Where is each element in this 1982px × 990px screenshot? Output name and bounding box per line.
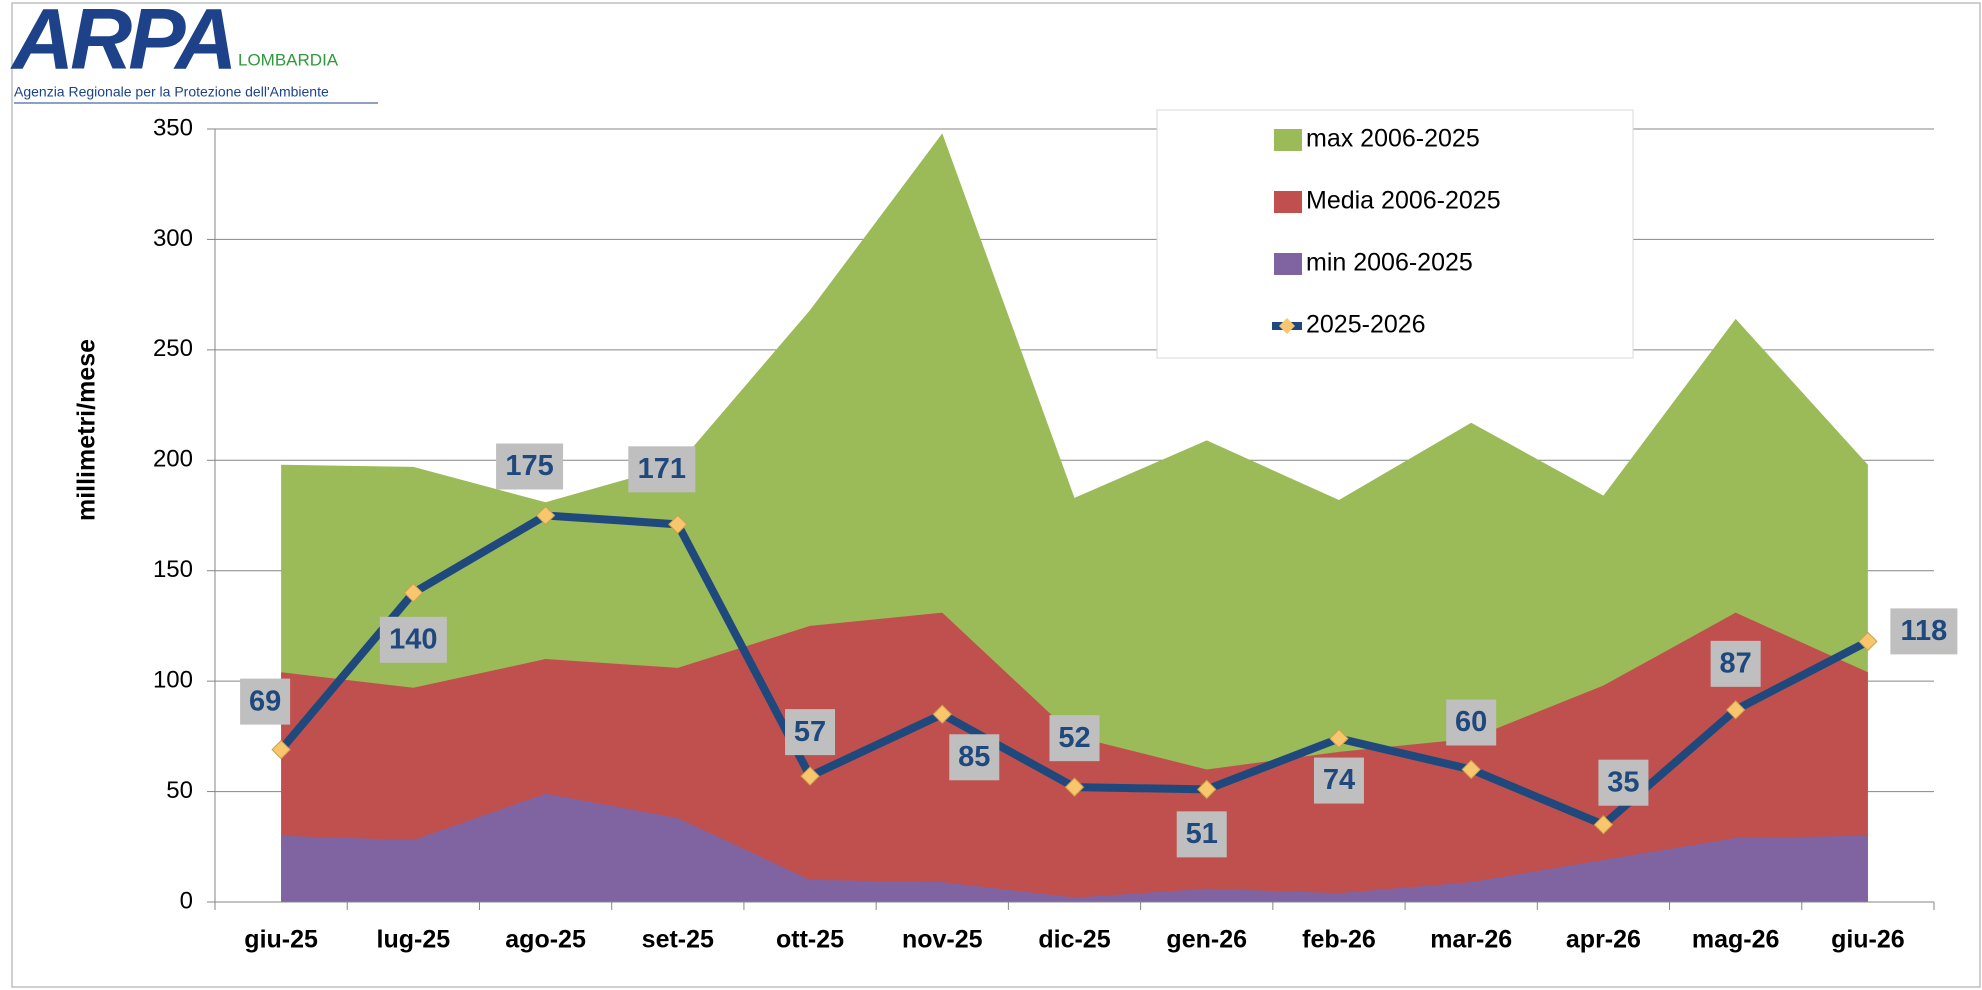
logo-tagline: Agenzia Regionale per la Protezione dell… [14, 84, 329, 100]
marker [1329, 728, 1349, 749]
legend-label: 2025-2026 [1306, 311, 1426, 339]
logo: ARPA LOMBARDIA Agenzia Regionale per la … [10, 0, 378, 104]
y-tick-label: 200 [153, 446, 193, 473]
marker [1461, 759, 1481, 780]
data-label: 57 [794, 716, 826, 748]
chart-border [11, 2, 1981, 988]
data-label-box [1446, 699, 1497, 746]
marker [1593, 814, 1614, 835]
x-tick-label: gen-26 [1166, 926, 1247, 954]
logo-region: LOMBARDIA [238, 50, 339, 69]
data-label: 52 [1058, 722, 1090, 754]
marker [1197, 779, 1217, 800]
x-tick-label: apr-26 [1566, 926, 1641, 954]
area [281, 793, 1868, 902]
marker [1858, 631, 1878, 652]
marker [800, 766, 820, 786]
legend-swatch [1274, 253, 1302, 275]
marker [403, 583, 424, 603]
data-label-box [1598, 759, 1649, 806]
y-tick-label: 50 [166, 777, 193, 804]
y-tick-label: 150 [153, 556, 193, 583]
data-label: 51 [1186, 818, 1218, 850]
data-label: 60 [1455, 706, 1487, 738]
data-label-box [1890, 608, 1958, 655]
data-label-box [949, 734, 1000, 781]
y-tick-label: 300 [153, 225, 193, 252]
x-tick-label: giu-25 [244, 926, 318, 954]
x-tick-label: mag-26 [1692, 926, 1780, 954]
x-tick-label: giu-26 [1831, 926, 1905, 954]
marker [932, 704, 952, 724]
legend-swatch [1274, 129, 1302, 151]
legend-swatch [1274, 191, 1302, 213]
x-tick-label: lug-25 [377, 926, 451, 954]
data-label-box [1176, 811, 1227, 858]
data-label-box [628, 446, 696, 493]
marker [271, 739, 291, 760]
logo-name: ARPA [10, 0, 233, 88]
legend-label: max 2006-2025 [1306, 125, 1480, 153]
data-label-box [1710, 640, 1761, 687]
x-tick-label: ago-25 [505, 926, 586, 954]
marker [668, 514, 688, 535]
data-label: 35 [1607, 766, 1639, 798]
data-label-box [496, 443, 564, 490]
legend-label: min 2006-2025 [1306, 249, 1473, 277]
legend-marker [1279, 318, 1295, 334]
y-tick-label: 350 [153, 114, 193, 141]
data-label: 85 [958, 741, 990, 773]
data-label: 74 [1323, 764, 1355, 796]
y-tick-label: 0 [180, 887, 193, 914]
data-label: 175 [505, 450, 553, 482]
y-tick-label: 250 [153, 335, 193, 362]
y-tick-label: 100 [153, 666, 193, 693]
data-label: 118 [1900, 615, 1947, 647]
legend: max 2006-2025 Media 2006-2025 min 2006-202… [1156, 109, 1634, 359]
data-label-box [240, 678, 291, 725]
marker [535, 505, 556, 526]
x-tick-label: ott-25 [776, 926, 844, 954]
marker [1725, 700, 1746, 720]
legend-label: Media 2006-2025 [1306, 187, 1501, 215]
data-label-box [1313, 757, 1364, 804]
data-label-box [1049, 715, 1100, 762]
x-tick-label: dic-25 [1038, 926, 1110, 954]
x-tick-label: feb-26 [1302, 926, 1376, 954]
legend-box [1156, 109, 1634, 359]
y-axis-title: millimetri/mese [73, 339, 101, 521]
data-label: 69 [249, 685, 281, 717]
data-label: 140 [389, 623, 437, 655]
data-label-box [785, 709, 836, 756]
data-label: 87 [1720, 648, 1752, 680]
x-tick-label: mar-26 [1430, 926, 1512, 954]
x-tick-label: nov-25 [902, 926, 983, 954]
data-label-box [379, 616, 447, 663]
x-tick-label: set-25 [642, 926, 714, 954]
marker [1064, 777, 1085, 797]
data-label: 171 [638, 453, 686, 485]
